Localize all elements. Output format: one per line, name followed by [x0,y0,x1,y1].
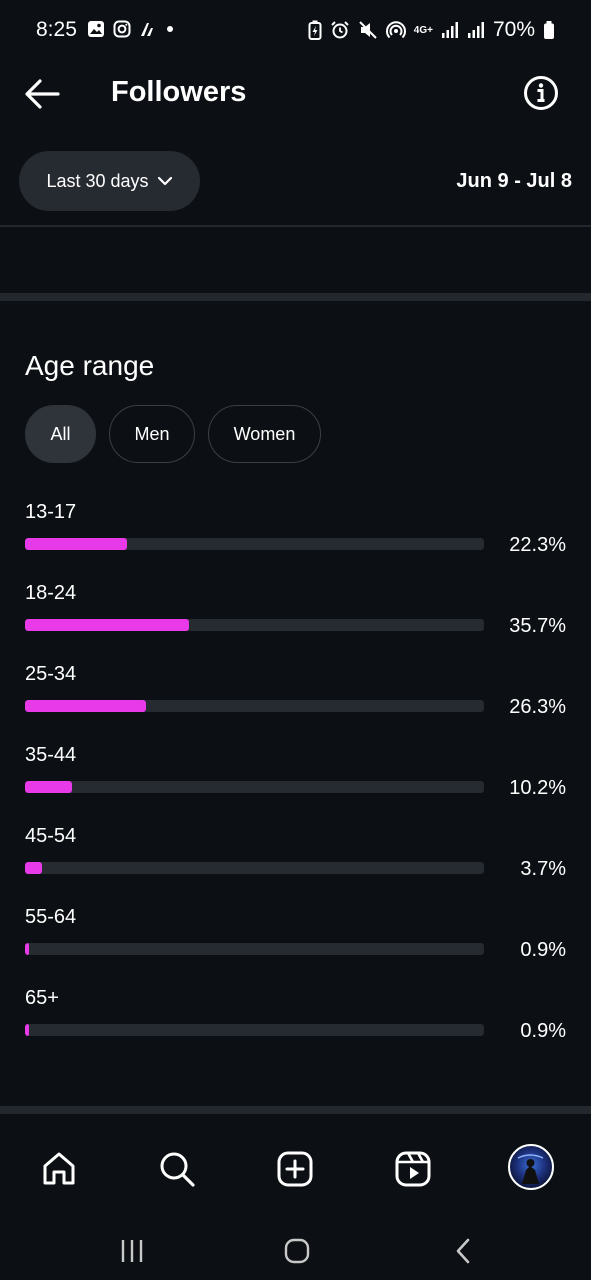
battery-saver-icon [308,20,322,40]
create-icon [277,1151,313,1187]
age-bar-fill [25,619,189,631]
system-status-icons: 4G+ 70% [308,18,555,42]
age-row-25-34: 25-34 26.3% [25,659,570,740]
chip-men[interactable]: Men [109,405,195,463]
search-icon [160,1152,195,1187]
period-dropdown-label: Last 30 days [46,170,149,191]
age-bar-track [25,943,484,955]
age-bar-fill [25,862,42,874]
home-circle-icon [284,1238,310,1264]
age-row-label: 18-24 [25,582,77,604]
age-row-label: 45-54 [25,825,77,847]
signal-icon-1 [441,22,458,38]
hotspot-icon [385,21,406,39]
period-dropdown[interactable]: Last 30 days [19,151,200,211]
network-type: 4G+ [413,24,433,36]
age-bar-track [25,700,484,712]
back-chevron-icon [456,1238,470,1264]
home-system-button[interactable] [277,1231,317,1271]
date-range: Jun 9 - Jul 8 [456,170,572,192]
home-icon [43,1152,75,1185]
mute-icon [359,21,377,39]
age-row-18-24: 18-24 35.7% [25,578,570,659]
page-title: Followers [111,76,247,108]
age-bar-fill [25,781,72,793]
chip-women-label: Women [233,423,296,444]
tab-profile-avatar[interactable] [508,1144,554,1190]
age-range-list: 13-17 22.3% 18-24 35.7% 25-34 26.3% 35-4… [25,497,570,1064]
age-bar-fill [25,700,146,712]
alarm-icon [331,21,349,39]
app-notification-icon [141,23,153,36]
battery-percent: 70% [492,18,535,41]
age-row-label: 13-17 [25,501,77,523]
section-divider [0,293,591,301]
arrow-left-icon [25,79,60,109]
tab-search[interactable] [155,1147,199,1191]
chip-men-label: Men [134,423,170,444]
age-row-35-44: 35-44 10.2% [25,740,570,821]
age-bar-track [25,781,484,793]
notification-icons [87,20,175,38]
age-row-value: 35.7% [509,615,566,637]
back-system-button[interactable] [443,1231,483,1271]
age-bar-track [25,619,484,631]
tab-reels[interactable] [391,1147,435,1191]
age-row-label: 65+ [25,987,59,1009]
age-row-value: 0.9% [520,939,566,961]
age-row-label: 25-34 [25,663,77,685]
reels-icon [395,1151,431,1187]
chip-women[interactable]: Women [208,405,321,463]
age-row-value: 0.9% [520,1020,566,1042]
section-divider [0,1106,591,1114]
app-header: Followers [0,62,591,126]
age-row-value: 3.7% [520,858,566,880]
age-bar-track [25,538,484,550]
age-row-value: 26.3% [509,696,566,718]
status-time: 8:25 [36,18,77,41]
age-bar-track [25,862,484,874]
instagram-icon [113,20,131,38]
age-bar-fill [25,943,29,955]
age-row-13-17: 13-17 22.3% [25,497,570,578]
divider [0,225,591,227]
battery-icon [544,21,554,39]
gender-filter-chips: All Men Women [25,405,321,463]
age-bar-track [25,1024,484,1036]
age-row-45-54: 45-54 3.7% [25,821,570,902]
age-row-value: 22.3% [509,534,566,556]
age-row-55-64: 55-64 0.9% [25,902,570,983]
recent-apps-button[interactable] [112,1231,152,1271]
gallery-icon [88,21,104,37]
signal-icon-2 [467,22,484,38]
status-bar: 8:25 [0,0,591,62]
tab-home[interactable] [37,1147,81,1191]
age-range-title: Age range [25,350,155,381]
age-row-label: 55-64 [25,906,77,928]
age-row-value: 10.2% [509,777,566,799]
age-row-label: 35-44 [25,744,77,766]
chip-all-label: All [50,423,71,444]
more-notifications-dot-icon [167,26,173,32]
tab-create[interactable] [273,1147,317,1191]
info-icon [524,76,558,110]
bottom-tab-bar [0,1115,591,1221]
info-button[interactable] [523,75,559,111]
age-row-65-plus: 65+ 0.9% [25,983,570,1064]
back-button[interactable] [22,76,62,112]
system-navigation-bar [0,1221,591,1280]
avatar-image [517,1154,544,1184]
age-bar-fill [25,1024,29,1036]
recent-apps-icon [121,1240,143,1262]
chevron-down-icon [157,176,172,186]
age-bar-fill [25,538,127,550]
chip-all[interactable]: All [25,405,96,463]
